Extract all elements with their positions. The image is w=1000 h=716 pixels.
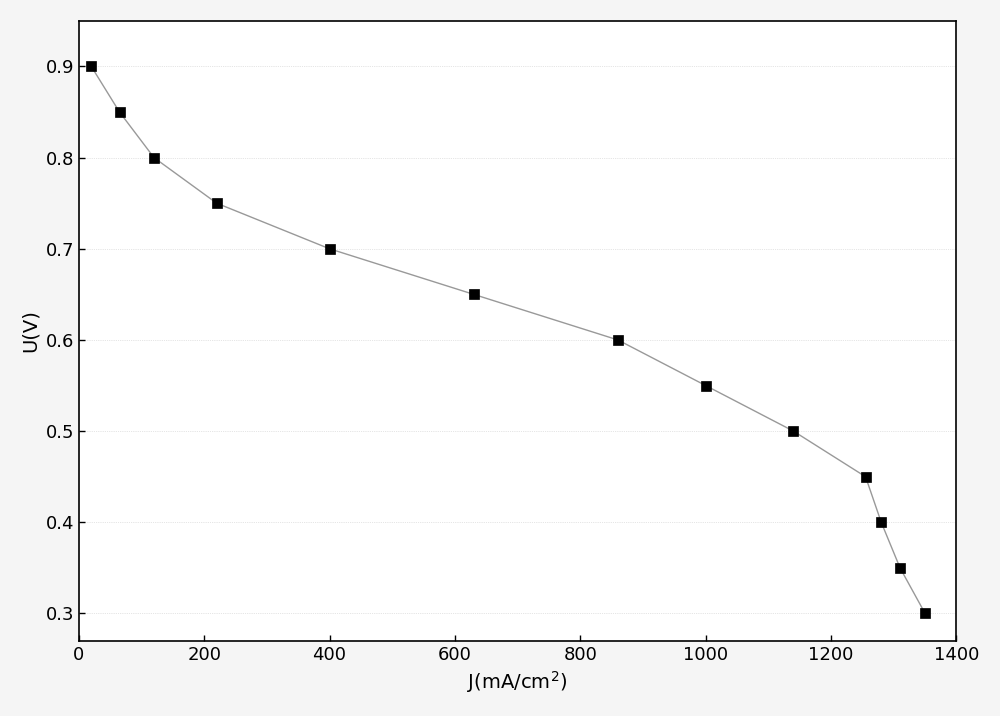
X-axis label: J(mA/cm$^2$): J(mA/cm$^2$) bbox=[467, 669, 568, 695]
Y-axis label: U(V): U(V) bbox=[21, 309, 40, 352]
